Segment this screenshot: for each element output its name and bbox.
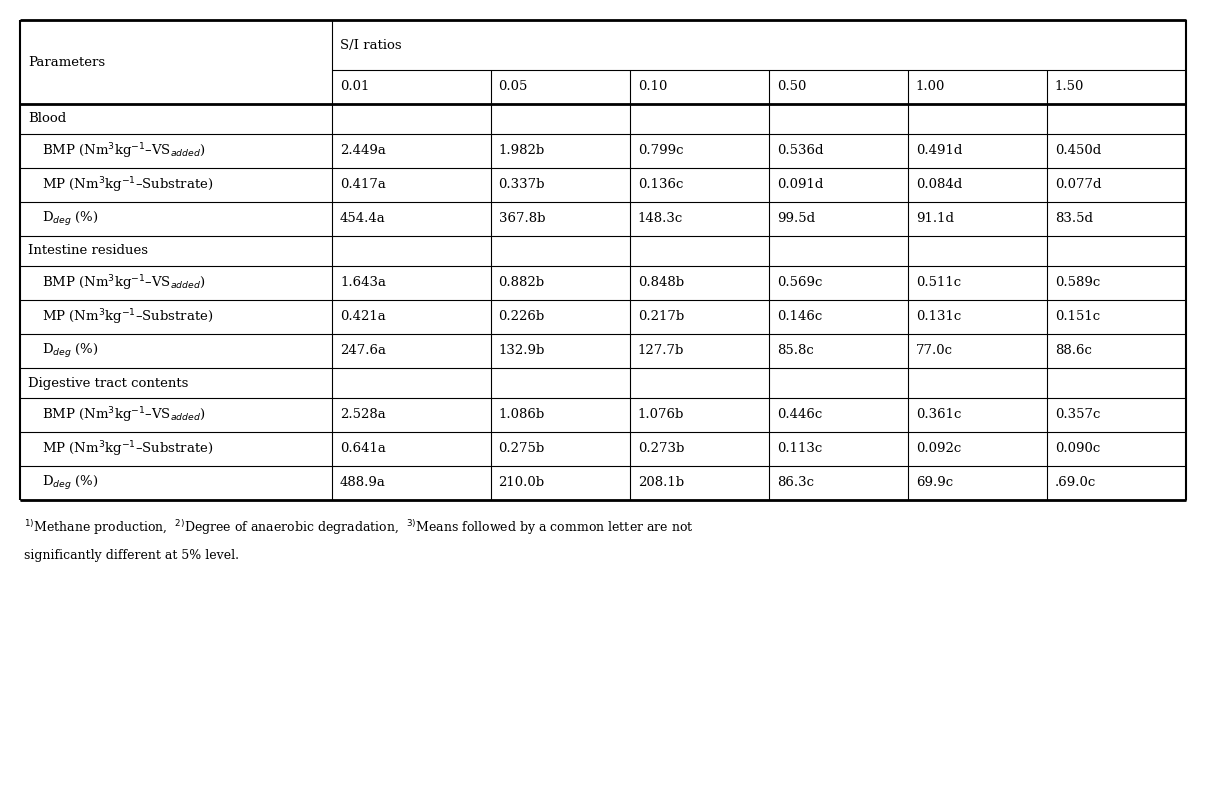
Text: 0.084d: 0.084d — [915, 178, 962, 192]
Text: 1.00: 1.00 — [915, 81, 946, 93]
Text: 127.7b: 127.7b — [638, 344, 684, 358]
Text: 132.9b: 132.9b — [498, 344, 545, 358]
Text: 85.8c: 85.8c — [777, 344, 814, 358]
Text: 2.528a: 2.528a — [340, 409, 386, 422]
Text: S/I ratios: S/I ratios — [340, 39, 402, 52]
Text: .69.0c: .69.0c — [1055, 476, 1096, 489]
Text: 367.8b: 367.8b — [498, 213, 545, 226]
Text: 0.092c: 0.092c — [915, 442, 961, 455]
Text: 1.086b: 1.086b — [498, 409, 545, 422]
Text: 1.643a: 1.643a — [340, 276, 386, 289]
Text: D$_{deg}$ (%): D$_{deg}$ (%) — [42, 210, 99, 228]
Text: 0.417a: 0.417a — [340, 178, 386, 192]
Text: 0.10: 0.10 — [638, 81, 667, 93]
Text: MP (Nm$^3$kg$^{-1}$–Substrate): MP (Nm$^3$kg$^{-1}$–Substrate) — [42, 175, 213, 195]
Text: 247.6a: 247.6a — [340, 344, 386, 358]
Text: D$_{deg}$ (%): D$_{deg}$ (%) — [42, 474, 99, 492]
Text: BMP (Nm$^3$kg$^{-1}$–VS$_{added}$): BMP (Nm$^3$kg$^{-1}$–VS$_{added}$) — [42, 273, 206, 293]
Text: MP (Nm$^3$kg$^{-1}$–Substrate): MP (Nm$^3$kg$^{-1}$–Substrate) — [42, 307, 213, 326]
Text: 0.848b: 0.848b — [638, 276, 684, 289]
Text: MP (Nm$^3$kg$^{-1}$–Substrate): MP (Nm$^3$kg$^{-1}$–Substrate) — [42, 439, 213, 459]
Text: 0.589c: 0.589c — [1055, 276, 1100, 289]
Text: 2.449a: 2.449a — [340, 144, 386, 157]
Text: 86.3c: 86.3c — [777, 476, 814, 489]
Text: 0.361c: 0.361c — [915, 409, 961, 422]
Text: 77.0c: 77.0c — [915, 344, 953, 358]
Text: 0.450d: 0.450d — [1055, 144, 1101, 157]
Text: 0.090c: 0.090c — [1055, 442, 1100, 455]
Text: 0.136c: 0.136c — [638, 178, 683, 192]
Text: BMP (Nm$^3$kg$^{-1}$–VS$_{added}$): BMP (Nm$^3$kg$^{-1}$–VS$_{added}$) — [42, 405, 206, 425]
Text: 0.50: 0.50 — [777, 81, 806, 93]
Text: 0.113c: 0.113c — [777, 442, 822, 455]
Text: 1.076b: 1.076b — [638, 409, 684, 422]
Text: 208.1b: 208.1b — [638, 476, 684, 489]
Text: 0.357c: 0.357c — [1055, 409, 1100, 422]
Text: 0.273b: 0.273b — [638, 442, 684, 455]
Text: 0.077d: 0.077d — [1055, 178, 1101, 192]
Text: 83.5d: 83.5d — [1055, 213, 1093, 226]
Bar — [21, 20, 1185, 500]
Text: 1.50: 1.50 — [1055, 81, 1084, 93]
Text: 1.982b: 1.982b — [498, 144, 545, 157]
Text: 0.01: 0.01 — [340, 81, 369, 93]
Text: 0.641a: 0.641a — [340, 442, 386, 455]
Text: 488.9a: 488.9a — [340, 476, 386, 489]
Text: 69.9c: 69.9c — [915, 476, 953, 489]
Text: 454.4a: 454.4a — [340, 213, 386, 226]
Text: Digestive tract contents: Digestive tract contents — [28, 376, 188, 389]
Text: 0.337b: 0.337b — [498, 178, 545, 192]
Text: 0.569c: 0.569c — [777, 276, 822, 289]
Text: 148.3c: 148.3c — [638, 213, 683, 226]
Text: 88.6c: 88.6c — [1055, 344, 1091, 358]
Text: 0.275b: 0.275b — [498, 442, 545, 455]
Text: 99.5d: 99.5d — [777, 213, 815, 226]
Text: 0.882b: 0.882b — [498, 276, 545, 289]
Text: 0.131c: 0.131c — [915, 310, 961, 323]
Text: 0.146c: 0.146c — [777, 310, 822, 323]
Text: 91.1d: 91.1d — [915, 213, 954, 226]
Text: 0.151c: 0.151c — [1055, 310, 1100, 323]
Text: 0.536d: 0.536d — [777, 144, 824, 157]
Text: 0.217b: 0.217b — [638, 310, 684, 323]
Text: 0.421a: 0.421a — [340, 310, 386, 323]
Text: Intestine residues: Intestine residues — [28, 244, 148, 257]
Text: 0.226b: 0.226b — [498, 310, 545, 323]
Text: Blood: Blood — [28, 113, 66, 126]
Text: Parameters: Parameters — [28, 56, 105, 69]
Text: 210.0b: 210.0b — [498, 476, 545, 489]
Text: significantly different at 5% level.: significantly different at 5% level. — [24, 550, 239, 563]
Text: 0.446c: 0.446c — [777, 409, 822, 422]
Text: 0.491d: 0.491d — [915, 144, 962, 157]
Text: 0.511c: 0.511c — [915, 276, 961, 289]
Text: 0.05: 0.05 — [498, 81, 528, 93]
Text: BMP (Nm$^3$kg$^{-1}$–VS$_{added}$): BMP (Nm$^3$kg$^{-1}$–VS$_{added}$) — [42, 141, 206, 161]
Text: $^{1)}$Methane production,  $^{2)}$Degree of anaerobic degradation,  $^{3)}$Mean: $^{1)}$Methane production, $^{2)}$Degree… — [24, 518, 693, 538]
Text: D$_{deg}$ (%): D$_{deg}$ (%) — [42, 342, 99, 360]
Text: 0.799c: 0.799c — [638, 144, 683, 157]
Text: 0.091d: 0.091d — [777, 178, 824, 192]
